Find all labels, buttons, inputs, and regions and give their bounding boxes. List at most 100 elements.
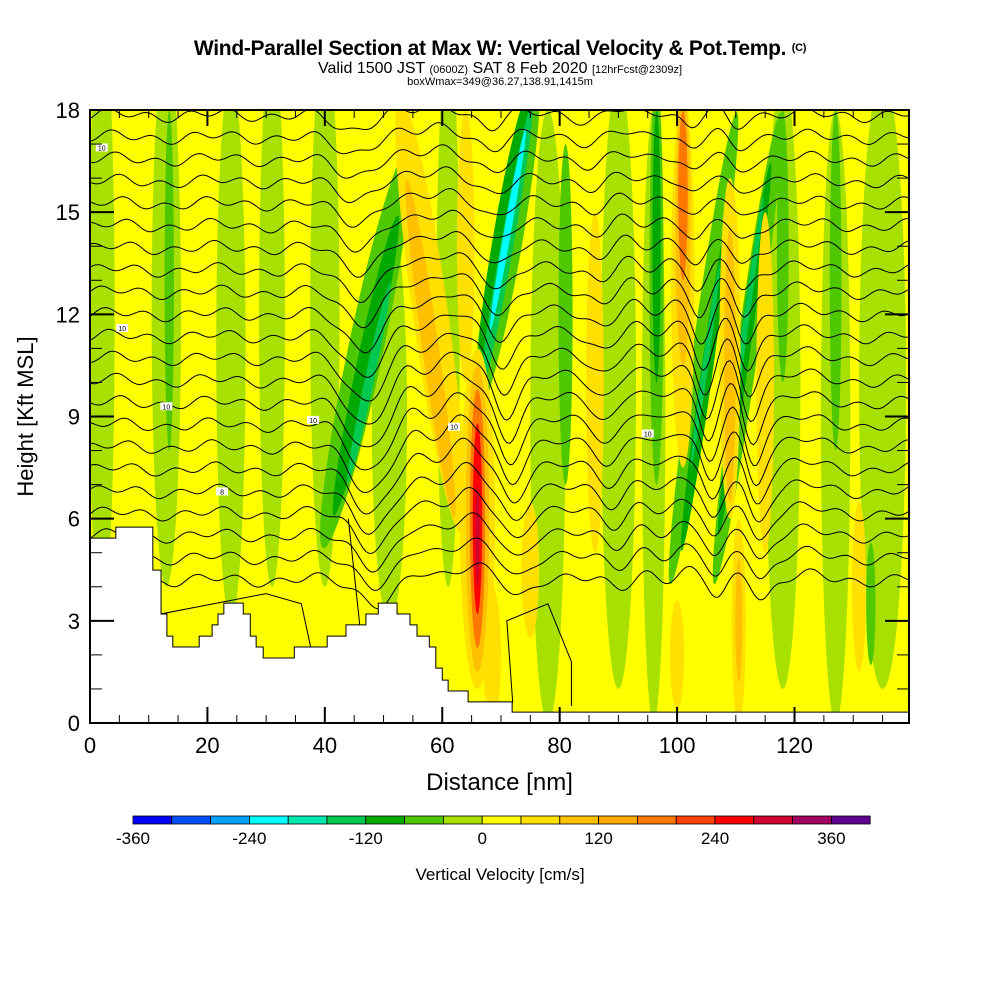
axes: 0 20 40 60 80 100 120 0 3 6 9 12 15 18 Distance [nm] He…	[13, 98, 910, 796]
velocity-cell	[483, 586, 501, 723]
velocity-cell	[852, 501, 867, 672]
velocity-cell	[756, 212, 774, 553]
y-tick-label: 3	[68, 609, 80, 634]
velocity-cell	[866, 542, 876, 666]
contour-label-text: 10	[450, 425, 458, 432]
velocity-cell	[668, 112, 739, 585]
colorbar-tick-label: -360	[116, 829, 150, 848]
colorbar-swatch	[171, 815, 212, 825]
terrain-mask	[89, 526, 910, 724]
valid-date: SAT 8 Feb 2020	[472, 60, 588, 77]
contour-label-text: 8	[220, 489, 224, 496]
colorbar-swatch	[792, 815, 832, 825]
velocity-cell	[521, 501, 540, 638]
colorbar-swatch	[132, 815, 173, 825]
theta-contour	[90, 537, 909, 592]
contour-label: 8	[216, 487, 229, 496]
theta-contour	[90, 461, 909, 535]
colorbar-swatch	[559, 815, 599, 825]
velocity-cell	[489, 128, 527, 330]
theta-contour	[347, 518, 361, 628]
colorbar-swatch	[404, 815, 444, 825]
velocity-cell	[558, 144, 573, 485]
colorbar-swatch	[481, 815, 522, 825]
x-tick-label: 40	[313, 733, 337, 758]
contour-label: 10	[307, 415, 320, 425]
y-tick-label: 6	[68, 507, 80, 532]
velocity-cell	[259, 110, 285, 587]
colorbar-swatch	[210, 815, 250, 825]
valid-time: Valid 1500 JST	[317, 60, 426, 77]
y-tick-label: 9	[68, 405, 80, 430]
velocity-cell	[90, 110, 115, 621]
colorbar-swatch	[753, 815, 793, 825]
theta-contour	[90, 110, 909, 132]
velocity-cell	[164, 110, 174, 451]
theta-contour	[488, 110, 490, 111]
theta-contour	[90, 294, 909, 354]
velocity-cell	[776, 110, 789, 383]
theta-contour	[90, 414, 909, 494]
theta-contour	[90, 273, 909, 329]
velocity-cell	[735, 559, 743, 683]
colorbar-swatch	[326, 815, 367, 825]
colorbar-swatch	[442, 815, 483, 825]
contour-label-text: 10	[309, 418, 317, 425]
velocity-cell	[216, 110, 246, 621]
theta-contour	[90, 188, 909, 228]
contour-label: 10	[116, 323, 129, 333]
theta-contour	[90, 166, 909, 204]
theta-contour	[90, 512, 909, 573]
contour-label: 10	[448, 422, 460, 432]
contour-label-box	[448, 422, 460, 431]
boxwmax-info: boxWmax=349@36.27,138.91,1415m	[407, 76, 593, 88]
contour-label-box	[95, 143, 108, 152]
contour-label-box	[641, 429, 654, 438]
contour-label-text: 10	[162, 404, 170, 411]
potential-temperature-contours: 10 10 10 10 8 10 10	[90, 110, 909, 706]
theta-contour	[506, 603, 572, 706]
y-axis-label: Height [Kft MSL]	[13, 336, 38, 496]
colorbar-swatch	[598, 815, 638, 825]
x-tick-label: 0	[84, 733, 96, 758]
velocity-cell	[586, 212, 604, 553]
title-text: Wind-Parallel Section at Max W: Vertical…	[193, 37, 787, 60]
contour-label-text: 10	[118, 326, 126, 333]
x-tick-label: 100	[659, 733, 696, 758]
colorbar-tick-label: 240	[701, 829, 729, 848]
colorbar-swatch	[520, 815, 561, 825]
velocity-cell	[475, 484, 480, 587]
theta-contour	[90, 144, 909, 179]
theta-contour	[90, 252, 909, 304]
contour-label-text: 10	[98, 145, 106, 152]
colorbar-swatch	[365, 815, 405, 825]
velocity-cell	[405, 179, 456, 518]
theta-contour	[90, 486, 909, 554]
colorbar-swatch	[248, 815, 289, 825]
theta-contour	[90, 562, 909, 610]
theta-contour	[90, 371, 909, 448]
contour-label: 10	[160, 402, 173, 411]
chart-title: Wind-Parallel Section at Max W: Vertical…	[0, 37, 1000, 61]
velocity-cell	[829, 110, 842, 451]
colorbar-swatch	[287, 815, 328, 825]
contour-label-box	[160, 402, 173, 411]
theta-contour	[90, 230, 909, 278]
theta-contour	[90, 332, 909, 402]
contour-label-box	[307, 415, 320, 424]
contour-label-box	[216, 487, 229, 496]
theta-contour	[90, 437, 909, 515]
velocity-cell	[347, 282, 391, 483]
colorbar-swatch	[637, 815, 677, 825]
colorbar-label: Vertical Velocity [cm/s]	[415, 865, 584, 884]
y-tick-label: 0	[68, 711, 80, 736]
theta-contour	[90, 392, 909, 471]
contour-label: 10	[95, 143, 108, 152]
x-axis-label: Distance [nm]	[426, 769, 573, 796]
colorbar-tick-label: 0	[477, 829, 486, 848]
theta-contour	[90, 351, 909, 425]
colorbar-tick-label: 120	[584, 829, 612, 848]
chart-subtitle: Valid 1500 JST (0600Z) SAT 8 Feb 2020 [1…	[0, 60, 1000, 78]
theta-contour	[90, 314, 909, 378]
